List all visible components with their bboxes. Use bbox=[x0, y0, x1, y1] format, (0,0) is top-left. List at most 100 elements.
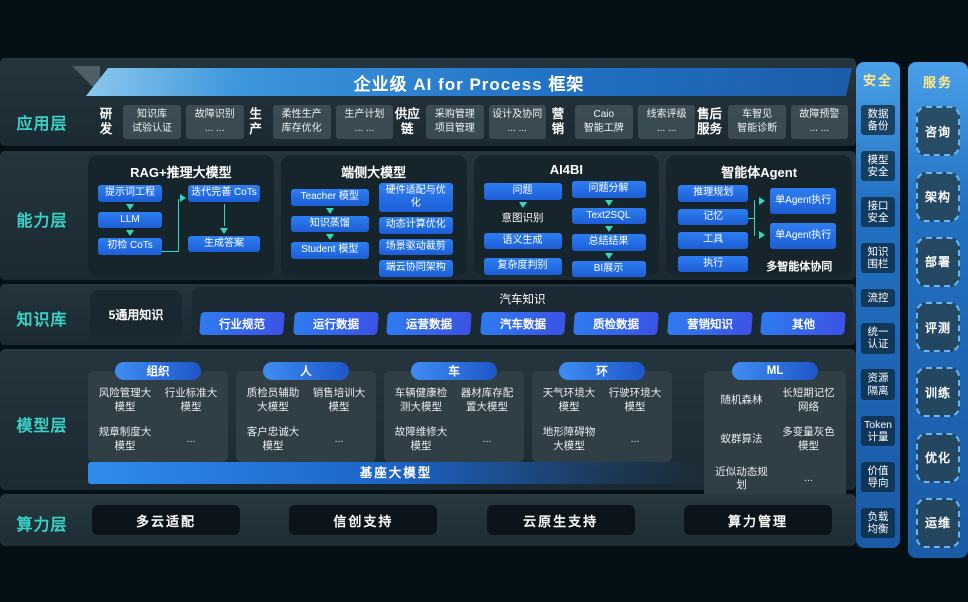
agent-executors: 单Agent执行 单Agent执行 bbox=[770, 188, 837, 249]
edge-flow: Teacher 模型 知识蒸馏 Student 模型 bbox=[290, 189, 369, 259]
flow-step: 提示词工程 bbox=[98, 185, 162, 202]
foundation-model-bar: 基座大模型 bbox=[88, 462, 704, 484]
arrow-down-icon bbox=[518, 201, 527, 208]
app-item: 故障识别 ... ... bbox=[185, 105, 244, 139]
app-group-production: 生产 柔性生产 库存优化 生产计划 ... ... bbox=[244, 105, 394, 139]
knowledge-pill: 运行数据 bbox=[292, 312, 379, 335]
model-group-ml: ML 随机森林 长短期记忆网络 蚁群算法 多变量灰色模型 近似动态规划 ... bbox=[704, 362, 846, 501]
general-knowledge-box: 5通用知识 bbox=[90, 290, 182, 339]
compute-item: 多云适配 bbox=[92, 505, 240, 535]
model-group-environment: 环 天气环境大模型 行驶环境大模型 地形障碍物大模型 ... bbox=[532, 362, 672, 462]
knowledge-pills-row: 行业规范 运行数据 运营数据 汽车数据 质检数据 营销知识 其他 bbox=[192, 307, 853, 335]
flow-step: 总结结果 bbox=[571, 234, 646, 251]
rag-reasoning-model-box: RAG+推理大模型 提示词工程 LLM 初检 CoTs 迭代完善 CoTs 生成… bbox=[88, 155, 274, 276]
layer-label-capability: 能力层 bbox=[16, 213, 68, 230]
model-item: ... bbox=[186, 433, 196, 446]
service-item: 咨询 bbox=[916, 106, 960, 157]
cap-box-title: 端侧大模型 bbox=[341, 165, 407, 180]
model-item: 风险管理大模型 bbox=[98, 387, 152, 413]
model-group-box: 车辆健康检测大模型 器材库存配置大模型 故障维修大模型 ... bbox=[384, 371, 524, 462]
knowledge-layer-band: 5通用知识 汽车知识 行业规范 运行数据 运营数据 汽车数据 质检数据 营销知识… bbox=[0, 284, 856, 345]
agent-executor: 单Agent执行 bbox=[770, 223, 837, 249]
flow-step: Teacher 模型 bbox=[290, 189, 369, 206]
connector-line bbox=[178, 199, 179, 252]
arrow-down-icon bbox=[126, 203, 134, 210]
knowledge-pill-label: 汽车数据 bbox=[499, 318, 546, 331]
arrow-down-icon bbox=[126, 230, 134, 236]
service-strip: 服务 咨询 架构 部署 评测 训练 优化 运维 bbox=[908, 62, 968, 558]
security-item: 负载均衡 bbox=[861, 507, 895, 538]
model-group-tag: 车 bbox=[411, 362, 497, 380]
model-item: 行驶环境大模型 bbox=[608, 387, 662, 413]
compute-item: 云原生支持 bbox=[486, 505, 635, 535]
layer-label-compute: 算力层 bbox=[16, 517, 68, 534]
knowledge-pill: 其他 bbox=[760, 312, 846, 335]
compute-buttons-row: 多云适配 信创支持 云原生支持 算力管理 bbox=[92, 505, 832, 535]
flow-step: 语义生成 bbox=[483, 232, 562, 249]
app-item-line: ... ... bbox=[507, 123, 527, 134]
model-item: 多变量灰色模型 bbox=[782, 426, 835, 452]
app-group-label: 研发 bbox=[99, 107, 113, 136]
service-item: 优化 bbox=[916, 432, 960, 483]
agent-box: 智能体Agent 推理规划 记忆 工具 执行 单Agent执行 单Agent执行… bbox=[666, 155, 852, 276]
knowledge-pill: 行业规范 bbox=[199, 312, 285, 335]
model-groups-row: 组织 风险管理大模型 行业标准大模型 规章制度大模型 ... 人 质检员辅助大模… bbox=[88, 362, 846, 501]
app-item-line: ... ... bbox=[354, 123, 375, 134]
model-item: 地形障碍物大模型 bbox=[542, 426, 596, 452]
arrow-right-icon bbox=[759, 197, 766, 205]
ai4bi-left-flow: 问题 意图识别 语义生成 复杂度判别 bbox=[483, 183, 562, 275]
arrow-down-icon bbox=[604, 252, 613, 259]
service-item: 运维 bbox=[916, 497, 960, 548]
security-item: Token计量 bbox=[861, 415, 895, 446]
edge-features: 硬件适配与优化 动态计算优化 场景驱动裁剪 端云协同架构 bbox=[378, 183, 453, 277]
model-item: 器材库存配置大模型 bbox=[460, 387, 514, 413]
model-group-organization: 组织 风险管理大模型 行业标准大模型 规章制度大模型 ... bbox=[88, 362, 228, 462]
feature-item: 端云协同架构 bbox=[378, 260, 453, 277]
service-item: 部署 bbox=[916, 236, 960, 287]
connector-line bbox=[754, 200, 756, 236]
edge-model-box: 端侧大模型 Teacher 模型 知识蒸馏 Student 模型 硬件适配与优化… bbox=[280, 155, 467, 277]
flow-step: 知识蒸馏 bbox=[290, 215, 369, 232]
service-item: 架构 bbox=[916, 171, 960, 222]
model-item: 客户忠诚大模型 bbox=[246, 426, 300, 452]
multi-agent-note: 多智能体协同 bbox=[766, 261, 833, 273]
security-item: 流控 bbox=[861, 289, 895, 308]
app-item-line: 柔性生产 bbox=[281, 109, 322, 120]
service-item: 训练 bbox=[916, 367, 960, 418]
app-item: Caio 智能工牌 bbox=[574, 105, 633, 139]
connector-line bbox=[223, 203, 225, 226]
app-item-line: 知识库 bbox=[136, 109, 167, 120]
knowledge-pill-label: 运营数据 bbox=[406, 318, 452, 331]
flow-step: 问题 bbox=[483, 183, 562, 200]
compute-item: 信创支持 bbox=[289, 505, 438, 535]
model-item: ... bbox=[482, 433, 492, 446]
layer-label-knowledge: 知识库 bbox=[16, 312, 68, 329]
agent-component: 工具 bbox=[678, 232, 749, 249]
agent-component: 推理规划 bbox=[678, 185, 749, 202]
arrow-down-icon bbox=[604, 226, 613, 232]
knowledge-pill-label: 质检数据 bbox=[593, 318, 639, 331]
model-group-tag: ML bbox=[732, 362, 818, 380]
app-item: 知识库 试验认证 bbox=[123, 105, 181, 139]
application-groups-row: 研发 知识库 试验认证 故障识别 ... ... 生产 柔性生产 库存优化 bbox=[94, 102, 848, 142]
security-item: 统一认证 bbox=[861, 323, 895, 354]
app-item-line: 生产计划 bbox=[344, 109, 385, 120]
flow-step: Text2SQL bbox=[571, 207, 646, 224]
knowledge-pill: 质检数据 bbox=[573, 312, 659, 335]
domain-knowledge-title: 汽车知识 bbox=[499, 294, 546, 306]
app-item-line: 设计及协同 bbox=[492, 109, 543, 120]
flow-step: Student 模型 bbox=[290, 242, 369, 259]
app-item: 生产计划 ... ... bbox=[335, 105, 394, 139]
agent-component: 执行 bbox=[678, 255, 749, 272]
capability-boxes-row: RAG+推理大模型 提示词工程 LLM 初检 CoTs 迭代完善 CoTs 生成… bbox=[88, 155, 852, 277]
app-group-rnd: 研发 知识库 试验认证 故障识别 ... ... bbox=[94, 105, 244, 139]
model-item: 蚁群算法 bbox=[720, 433, 763, 446]
layer-label-application: 应用层 bbox=[16, 116, 68, 133]
model-group-box: 天气环境大模型 行驶环境大模型 地形障碍物大模型 ... bbox=[532, 371, 672, 462]
model-item: 故障维修大模型 bbox=[394, 426, 448, 452]
security-item: 价值导向 bbox=[861, 461, 895, 492]
app-group-label: 供应链 bbox=[394, 107, 420, 136]
compute-layer-band: 多云适配 信创支持 云原生支持 算力管理 bbox=[0, 494, 856, 546]
ai4bi-box: AI4BI 问题 意图识别 语义生成 复杂度判别 问题分解 Text2SQL 总… bbox=[473, 155, 660, 277]
